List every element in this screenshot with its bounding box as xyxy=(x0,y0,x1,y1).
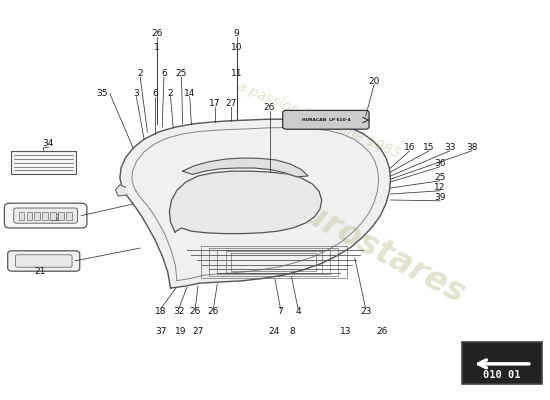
Text: 37: 37 xyxy=(155,327,166,336)
Bar xyxy=(58,212,64,220)
Text: 24: 24 xyxy=(268,327,279,336)
Text: 23: 23 xyxy=(360,307,371,316)
Text: a passion for online 1985: a passion for online 1985 xyxy=(235,79,403,161)
Text: 27: 27 xyxy=(192,327,204,336)
Text: 010 01: 010 01 xyxy=(483,370,521,380)
Bar xyxy=(19,212,24,220)
Text: 21: 21 xyxy=(34,268,45,276)
FancyBboxPatch shape xyxy=(4,203,87,228)
Text: 6: 6 xyxy=(161,70,167,78)
Text: 12: 12 xyxy=(434,184,446,192)
Text: 2: 2 xyxy=(168,90,173,98)
Text: 20: 20 xyxy=(368,78,379,86)
Bar xyxy=(11,151,76,174)
Text: 3: 3 xyxy=(134,90,139,98)
Text: 4: 4 xyxy=(295,307,301,316)
Text: 9: 9 xyxy=(234,30,239,38)
FancyBboxPatch shape xyxy=(8,251,80,271)
FancyBboxPatch shape xyxy=(15,255,72,267)
Text: 39: 39 xyxy=(434,194,446,202)
Text: 27: 27 xyxy=(226,100,236,108)
Text: 38: 38 xyxy=(466,144,477,152)
Polygon shape xyxy=(183,158,308,177)
Bar xyxy=(42,212,48,220)
Bar xyxy=(462,342,542,384)
Text: 10: 10 xyxy=(231,44,242,52)
Bar xyxy=(26,212,32,220)
Text: 19: 19 xyxy=(175,327,186,336)
FancyBboxPatch shape xyxy=(283,110,369,129)
Text: 26: 26 xyxy=(151,30,162,38)
Text: 11: 11 xyxy=(231,70,242,78)
Text: 33: 33 xyxy=(444,144,455,152)
Polygon shape xyxy=(116,185,125,196)
Text: 34: 34 xyxy=(42,140,53,148)
Text: 26: 26 xyxy=(208,307,219,316)
FancyBboxPatch shape xyxy=(14,208,78,223)
Text: 1: 1 xyxy=(154,44,160,52)
Polygon shape xyxy=(120,119,390,288)
Text: 8: 8 xyxy=(290,327,295,336)
Text: 17: 17 xyxy=(209,100,220,108)
Text: 36: 36 xyxy=(434,160,446,168)
Text: 26: 26 xyxy=(376,327,387,336)
Text: 22: 22 xyxy=(50,214,60,222)
Text: 25: 25 xyxy=(434,174,446,182)
Text: eurostares: eurostares xyxy=(277,186,471,310)
Text: 32: 32 xyxy=(173,307,184,316)
Bar xyxy=(66,212,72,220)
Text: 26: 26 xyxy=(190,307,201,316)
Text: 18: 18 xyxy=(155,307,166,316)
Text: 13: 13 xyxy=(340,327,351,336)
Text: 26: 26 xyxy=(264,104,275,112)
Text: 16: 16 xyxy=(404,144,415,152)
Text: 2: 2 xyxy=(138,70,143,78)
Polygon shape xyxy=(169,171,322,234)
Text: 14: 14 xyxy=(184,90,195,98)
Text: HURACAN  LP 610-4: HURACAN LP 610-4 xyxy=(302,118,350,122)
Bar xyxy=(35,212,40,220)
Text: 6: 6 xyxy=(152,90,158,98)
Text: 35: 35 xyxy=(96,90,107,98)
Text: 15: 15 xyxy=(424,144,434,152)
Text: 25: 25 xyxy=(176,70,187,78)
Bar xyxy=(50,212,56,220)
Text: 7: 7 xyxy=(278,307,283,316)
